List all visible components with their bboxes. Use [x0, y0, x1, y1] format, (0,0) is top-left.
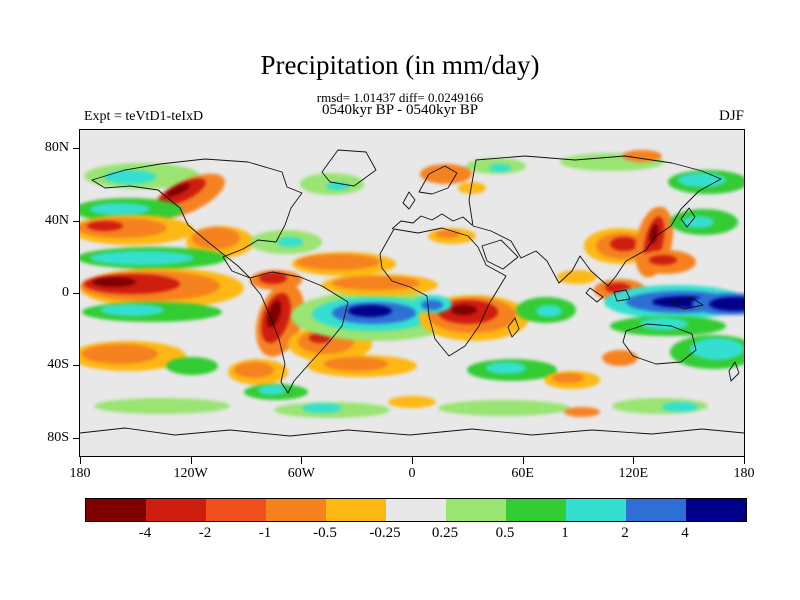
- colorbar-segment: [686, 499, 746, 521]
- y-tick: [73, 148, 80, 150]
- colorbar-segment: [326, 499, 386, 521]
- x-tick-label: 60W: [287, 466, 315, 481]
- colorbar-level-label: 2: [621, 525, 629, 541]
- x-tick: [522, 457, 524, 464]
- x-tick-label: 120E: [618, 466, 649, 481]
- colorbar-level-label: 4: [681, 525, 689, 541]
- colorbar-level-label: -0.25: [369, 525, 401, 541]
- rmsd-diff-line: rmsd= 1.01437 diff= 0.0249166: [316, 90, 484, 105]
- x-tick-label: 180: [733, 466, 755, 481]
- colorbar-segment: [506, 499, 566, 521]
- colorbar-level-label: -1: [258, 525, 272, 541]
- y-tick-label: 80S: [47, 429, 69, 445]
- y-tick: [73, 437, 80, 439]
- colorbar-level-label: 1: [561, 525, 569, 541]
- y-tick: [73, 365, 80, 367]
- season-label: DJF: [718, 108, 744, 124]
- x-tick: [301, 457, 303, 464]
- x-tick: [633, 457, 635, 464]
- colorbar-level-label: -2: [198, 525, 212, 541]
- colorbar: [85, 498, 747, 522]
- coastlines: [80, 149, 744, 437]
- y-tick-label: 40S: [47, 357, 69, 373]
- colorbar-segment: [266, 499, 326, 521]
- colorbar-segment: [86, 499, 146, 521]
- experiment-label: Expt = teVtD1-teIxD: [84, 109, 204, 124]
- colorbar-segment: [566, 499, 626, 521]
- x-tick-label: 0: [408, 466, 416, 481]
- colorbar-level-label: -0.5: [313, 525, 337, 541]
- y-tick-label: 0: [62, 285, 69, 300]
- x-tick: [744, 457, 745, 464]
- x-tick-label: 120W: [173, 466, 208, 481]
- y-tick: [73, 293, 80, 294]
- y-tick-label: 40N: [44, 212, 69, 228]
- x-tick-label: 180: [69, 466, 91, 481]
- world-map-svg: [80, 130, 744, 456]
- anomaly-blobs: [80, 150, 744, 418]
- colorbar-level-label: 0.5: [495, 525, 515, 541]
- colorbar-labels: -4 -2 -1 -0.5 -0.25 0.25 0.5 1 2 4: [85, 525, 745, 545]
- colorbar-level-label: -4: [138, 525, 152, 541]
- colorbar-segment: [386, 499, 446, 521]
- x-tick: [190, 457, 192, 464]
- x-tick-label: 60E: [511, 466, 534, 481]
- map-plot: [79, 129, 745, 457]
- x-tick: [412, 457, 413, 464]
- colorbar-segment: [626, 499, 686, 521]
- colorbar-segment: [446, 499, 506, 521]
- y-tick-label: 80N: [44, 140, 69, 156]
- colorbar-level-label: 0.25: [431, 525, 459, 541]
- period-line: 0540kyr BP - 0540kyr BP: [321, 102, 479, 118]
- x-tick: [80, 457, 81, 464]
- y-tick: [73, 220, 80, 222]
- figure-title: Precipitation (in mm/day): [260, 50, 540, 80]
- colorbar-segment: [206, 499, 266, 521]
- colorbar-segment: [146, 499, 206, 521]
